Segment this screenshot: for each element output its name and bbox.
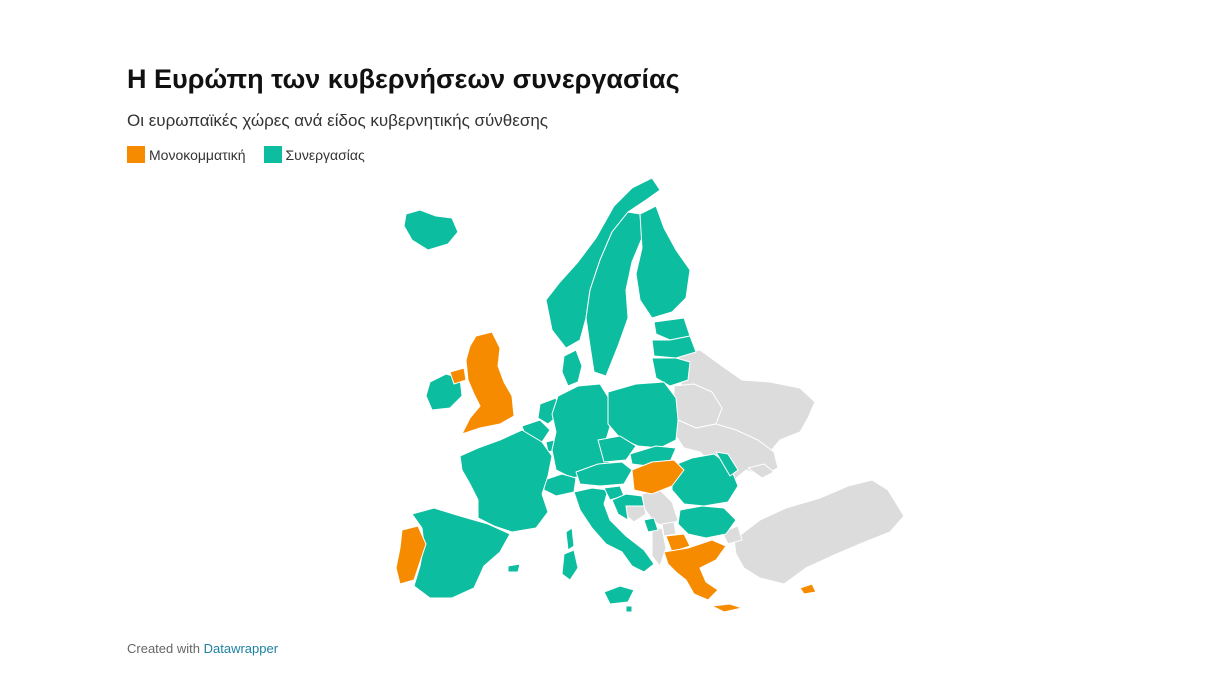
country-kosovo[interactable]: [661, 521, 677, 537]
country-cyprus[interactable]: [799, 583, 817, 595]
country-poland[interactable]: [607, 381, 679, 449]
country-croatia[interactable]: [611, 493, 645, 521]
country-latvia[interactable]: [651, 335, 697, 359]
country-greece[interactable]: [663, 539, 727, 601]
country-turkey[interactable]: [733, 479, 905, 585]
legend: Μονοκομματική Συνεργασίας: [127, 146, 365, 163]
legend-swatch-coalition: [263, 146, 282, 163]
country-france-corsica[interactable]: [565, 527, 575, 551]
legend-swatch-single-party: [127, 146, 145, 163]
footer: Created with Datawrapper: [127, 641, 278, 656]
country-italy[interactable]: [573, 487, 655, 573]
country-italy-sicily[interactable]: [603, 585, 635, 605]
country-sweden[interactable]: [585, 211, 643, 377]
country-denmark[interactable]: [561, 349, 583, 387]
country-hungary[interactable]: [631, 459, 685, 495]
country-portugal[interactable]: [395, 525, 427, 585]
country-ireland[interactable]: [425, 373, 463, 411]
legend-item-coalition: Συνεργασίας: [263, 146, 365, 163]
country-montenegro[interactable]: [643, 517, 659, 533]
country-united-kingdom-ni[interactable]: [449, 367, 467, 385]
country-north-macedonia[interactable]: [665, 533, 691, 553]
country-malta[interactable]: [625, 605, 633, 613]
footer-prefix: Created with: [127, 641, 200, 656]
datawrapper-link[interactable]: Datawrapper: [203, 641, 279, 656]
country-iceland[interactable]: [403, 209, 459, 251]
country-moldova[interactable]: [715, 451, 739, 477]
country-france[interactable]: [459, 429, 553, 533]
chart-title: Η Ευρώπη των κυβερνήσεων συνεργασίας: [127, 64, 680, 94]
country-norway[interactable]: [545, 177, 661, 349]
country-switzerland[interactable]: [543, 473, 577, 497]
country-greece-crete[interactable]: [711, 603, 743, 613]
country-united-kingdom[interactable]: [461, 331, 515, 435]
europe-map-svg: [395, 177, 905, 613]
country-albania[interactable]: [651, 527, 667, 567]
legend-item-single-party: Μονοκομματική: [127, 146, 246, 163]
country-bulgaria[interactable]: [677, 505, 737, 539]
country-ukraine[interactable]: [675, 419, 779, 481]
country-ukraine-crimea[interactable]: [747, 463, 775, 479]
chart-subtitle: Οι ευρωπαϊκές χώρες ανά είδος κυβερνητικ…: [127, 111, 548, 130]
legend-label-single-party: Μονοκομματική: [149, 146, 246, 163]
country-romania[interactable]: [671, 453, 739, 507]
country-finland[interactable]: [635, 205, 691, 319]
country-lithuania[interactable]: [651, 357, 691, 387]
legend-label-coalition: Συνεργασίας: [285, 146, 365, 163]
europe-map: [380, 170, 920, 620]
country-czechia[interactable]: [597, 435, 637, 463]
country-spain-balearic[interactable]: [507, 563, 521, 573]
country-italy-sardinia[interactable]: [561, 549, 579, 581]
country-austria[interactable]: [575, 461, 633, 487]
